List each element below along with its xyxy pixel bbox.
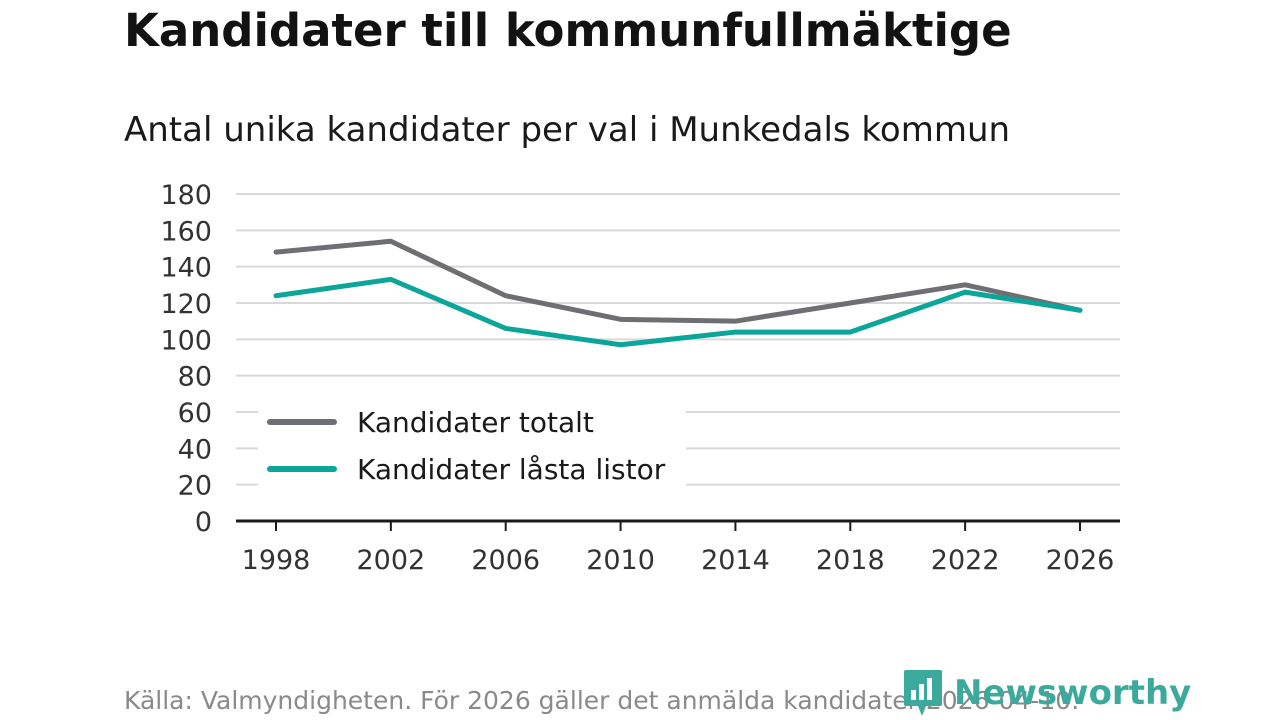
y-tick-label-160: 160 [160,216,212,247]
y-tick-label-100: 100 [160,325,212,356]
y-tick-label-0: 0 [195,507,212,538]
legend-label-2: Kandidater låsta listor [357,453,666,486]
series-line-1 [273,238,1083,324]
y-tick-label-20: 20 [178,471,212,502]
brand-logo[interactable]: Newsworthy [902,668,1191,718]
y-tick-label-180: 180 [160,180,212,211]
legend-box [258,404,686,486]
newsworthy-logo-icon [904,670,942,716]
y-tick-label-40: 40 [178,434,212,465]
series-line-2 [273,276,1083,348]
legend-label-1: Kandidater totalt [357,406,594,439]
x-tick-label-1998: 1998 [242,545,311,576]
x-tick-label-2010: 2010 [586,545,655,576]
y-tick-label-140: 140 [160,253,212,284]
x-tick-label-2026: 2026 [1046,545,1115,576]
chart-title: Kandidater till kommunfullmäktige [124,4,1012,57]
x-tick-label-2014: 2014 [701,545,770,576]
y-tick-label-60: 60 [178,398,212,429]
x-tick-label-2002: 2002 [356,545,425,576]
x-tick-label-2022: 2022 [931,545,1000,576]
chart-subtitle: Antal unika kandidater per val i Munkeda… [124,110,1011,150]
y-tick-label-80: 80 [178,362,212,393]
x-tick-label-2006: 2006 [471,545,540,576]
brand-name: Newsworthy [954,673,1192,713]
x-tick-label-2018: 2018 [816,545,885,576]
y-tick-label-120: 120 [160,289,212,320]
